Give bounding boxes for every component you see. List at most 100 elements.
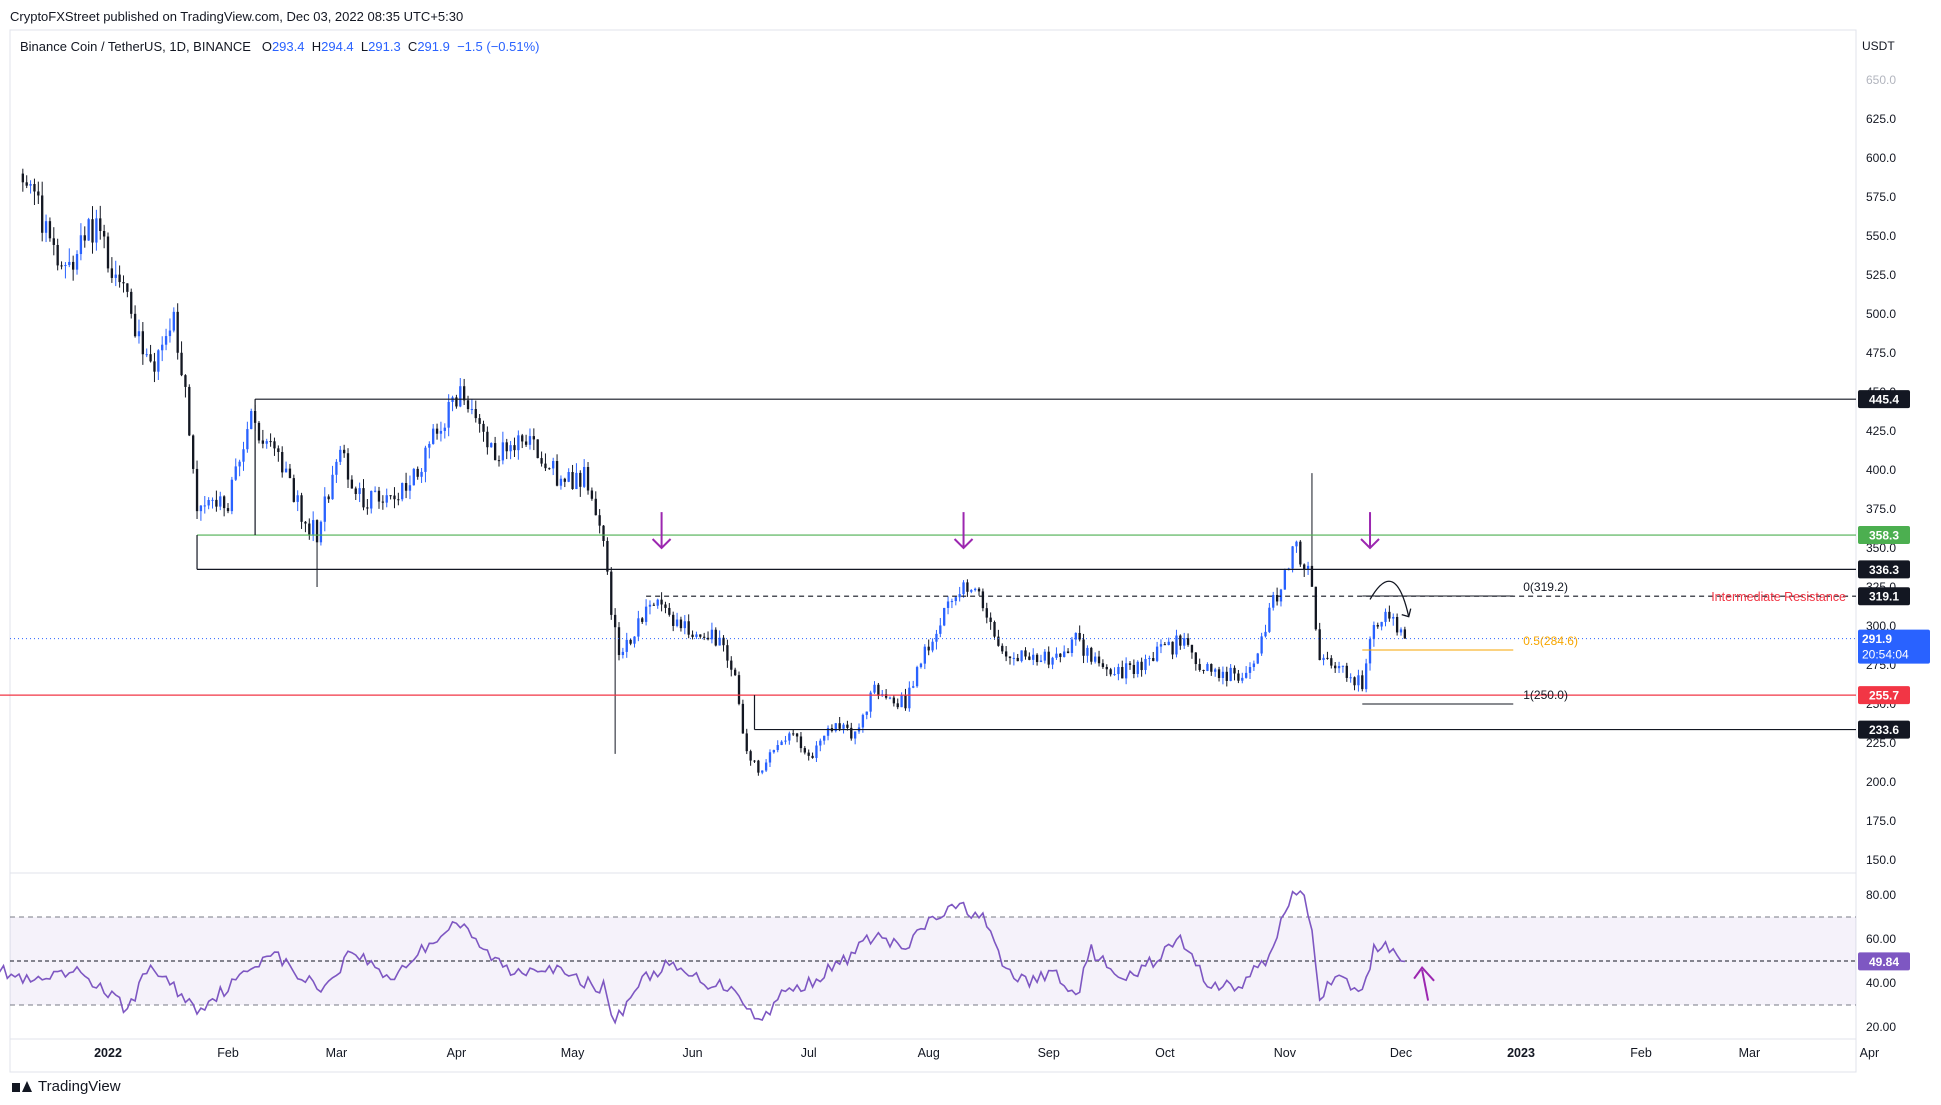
candle-body: [331, 474, 334, 500]
x-tick-label: Mar: [1739, 1046, 1761, 1060]
candle-body: [1256, 653, 1259, 664]
candle-body: [1283, 570, 1287, 590]
price-label-358.3: 358.3: [1869, 529, 1899, 543]
candle-body: [416, 468, 419, 477]
candle-body: [838, 723, 841, 729]
candle-body: [381, 501, 385, 503]
candle-body: [288, 468, 292, 479]
candle-body: [435, 428, 439, 434]
candle-body: [1171, 641, 1174, 655]
candle-body: [1190, 644, 1194, 653]
candle-body: [517, 435, 520, 451]
candle-body: [617, 627, 621, 656]
bar-countdown-label: 20:54:04: [1862, 648, 1909, 662]
y-tick-label: 550.0: [1866, 229, 1896, 243]
candle-body: [815, 745, 818, 758]
candle-body: [439, 430, 443, 434]
candle-body: [908, 687, 911, 709]
candle-body: [772, 750, 776, 753]
candle-body: [939, 625, 942, 634]
candle-body: [470, 409, 474, 411]
candle-body: [95, 218, 98, 243]
candle-body: [888, 697, 892, 699]
candle-body: [544, 463, 547, 469]
candle-body: [1202, 669, 1205, 671]
candle-body: [304, 521, 307, 524]
candle-body: [1214, 669, 1217, 672]
candle-body: [401, 483, 404, 500]
candle-body: [79, 235, 83, 255]
candle-body: [1395, 616, 1399, 633]
candle-body: [753, 760, 756, 762]
candle-body: [950, 601, 954, 603]
y-tick-label: 350.0: [1866, 541, 1896, 555]
candle-body: [296, 495, 299, 502]
candle-body: [1368, 639, 1372, 664]
x-tick-label: 2022: [94, 1046, 122, 1060]
candle-body: [362, 488, 365, 508]
candle-body: [884, 694, 888, 698]
candle-body: [137, 331, 141, 337]
x-tick-label: Apr: [447, 1046, 466, 1060]
candle-body: [776, 745, 779, 751]
candle-body: [1070, 639, 1074, 653]
candle-body: [1097, 656, 1101, 664]
candle-body: [1264, 631, 1267, 637]
y-tick-label: 525.0: [1866, 268, 1896, 282]
candle-body: [1016, 657, 1019, 662]
y-tick-label: 400.0: [1866, 463, 1896, 477]
candle-body: [44, 221, 48, 233]
price-label-bg: [1858, 686, 1910, 705]
ohlc-low-value: 291.3: [368, 39, 401, 54]
candle-body: [1094, 656, 1097, 662]
candle-body: [943, 607, 946, 626]
candle-body: [699, 634, 702, 637]
candle-body: [900, 694, 903, 708]
candle-body: [1388, 611, 1391, 619]
candle-body: [164, 336, 168, 345]
candle-body: [1124, 663, 1128, 679]
candle-body: [826, 728, 830, 736]
candle-body: [1032, 654, 1035, 660]
x-tick-label: Feb: [217, 1046, 239, 1060]
y-tick-label: 375.0: [1866, 502, 1896, 516]
candle-body: [904, 694, 907, 709]
candle-body: [602, 525, 605, 541]
candle-body: [273, 441, 276, 449]
rsi-line: [0, 889, 1405, 1025]
candle-body: [1314, 586, 1317, 630]
candle-body: [695, 634, 698, 637]
candle-body: [714, 629, 717, 646]
candle-body: [1086, 647, 1089, 656]
candle-body: [823, 735, 826, 741]
candle-body: [733, 669, 737, 676]
candle-body: [48, 221, 52, 239]
candle-body: [1303, 564, 1306, 570]
candle-body: [126, 283, 129, 292]
candle-body: [25, 182, 28, 186]
candle-body: [1198, 664, 1201, 670]
candle-body: [1004, 651, 1008, 657]
candle-body: [915, 667, 919, 687]
candle-body: [261, 440, 265, 444]
candle-body: [1206, 664, 1209, 671]
candle-body: [122, 282, 125, 284]
x-tick-label: Oct: [1155, 1046, 1175, 1060]
fib-level-label: 0(319.2): [1523, 580, 1568, 594]
candle-body: [29, 184, 32, 186]
candle-body: [1132, 664, 1136, 674]
candle-body: [687, 621, 690, 635]
candle-body: [985, 608, 988, 618]
candle-body: [130, 291, 133, 314]
candle-body: [180, 352, 183, 376]
candle-body: [606, 540, 609, 572]
candle-body: [265, 441, 268, 444]
candle-body: [102, 231, 106, 237]
candle-body: [1376, 624, 1379, 627]
candle-body: [563, 478, 566, 482]
candle-body: [1353, 677, 1356, 686]
candle-body: [652, 604, 656, 606]
candle-body: [226, 508, 230, 512]
candle-body: [1361, 675, 1364, 690]
